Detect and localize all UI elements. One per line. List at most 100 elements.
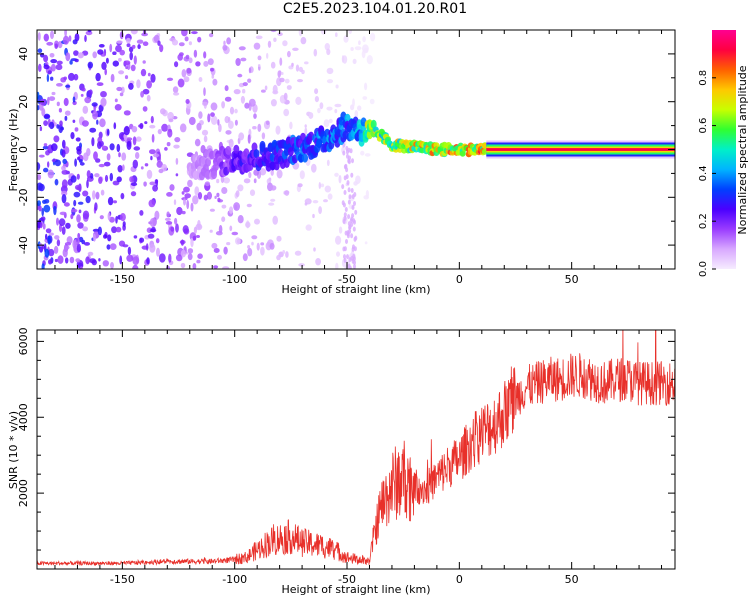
spectrogram-noise-blob xyxy=(64,245,70,250)
spectrogram-noise-blob xyxy=(180,262,186,269)
spectrogram-noise-blob xyxy=(211,242,218,249)
spectrogram-noise-blob xyxy=(168,128,172,133)
spectrogram-noise-blob xyxy=(113,122,117,130)
spectrogram-y-tick-label: 0 xyxy=(17,146,30,153)
spectrogram-noise-blob xyxy=(196,122,202,131)
spectrogram-noise-blob xyxy=(251,241,254,246)
spectrogram-noise-blob xyxy=(149,243,156,253)
spectrogram-noise-blob xyxy=(242,88,246,94)
spectrogram-noise-blob xyxy=(164,217,171,221)
spectrogram-noise-blob xyxy=(260,246,265,256)
spectrogram-noise-blob xyxy=(222,266,230,269)
spectrogram-noise-blob xyxy=(99,118,106,128)
spectrogram-x-tick-label: -100 xyxy=(222,273,247,286)
spectrogram-x-tick-label: 50 xyxy=(565,273,579,286)
spectrogram-noise-blob xyxy=(343,35,349,43)
spectrogram-noise-blob xyxy=(72,119,76,124)
spectrogram-noise-blob xyxy=(40,216,46,222)
chart-title: C2E5.2023.104.01.20.R01 xyxy=(282,1,468,17)
spectrogram-noise-blob xyxy=(56,83,63,87)
spectrogram-noise-blob xyxy=(140,68,147,77)
spectrogram-noise-blob xyxy=(314,88,319,95)
spectrogram-noise-blob xyxy=(345,174,349,180)
spectrogram-noise-blob xyxy=(166,192,173,197)
spectrogram-noise-blob xyxy=(95,72,101,82)
spectrogram-noise-blob xyxy=(247,78,252,83)
spectrogram-noise-blob xyxy=(244,102,250,109)
spectrogram-noise-blob xyxy=(345,239,348,244)
spectrogram-noise-blob xyxy=(96,119,99,125)
colorbar: 0.0 0.2 0.4 0.6 0.8 Normalized spectral ampl… xyxy=(698,30,749,277)
spectrogram-noise-blob xyxy=(347,199,351,205)
spectrogram-noise-blob xyxy=(98,258,101,262)
spectrogram-noise-blob xyxy=(114,104,122,111)
spectrogram-ridge-point xyxy=(225,145,232,155)
spectrogram-noise-blob xyxy=(94,173,100,178)
spectrogram-noise-blob xyxy=(60,126,64,131)
spectrogram-noise-blob xyxy=(126,141,132,150)
spectrogram-noise-blob xyxy=(313,247,316,252)
spectrogram-noise-blob xyxy=(187,179,193,188)
spectrogram-noise-blob xyxy=(323,119,330,128)
spectrogram-noise-blob xyxy=(228,120,234,129)
spectrogram-noise-blob xyxy=(63,202,70,207)
spectrogram-noise-blob xyxy=(127,246,132,256)
spectrogram-noise-blob xyxy=(341,184,345,190)
spectrogram-noise-blob xyxy=(58,218,66,227)
spectrogram-noise-blob xyxy=(96,82,104,86)
spectrogram-noise-blob xyxy=(185,54,190,60)
spectrogram-noise-blob xyxy=(350,255,354,261)
spectrogram-noise-blob xyxy=(63,97,69,107)
spectrogram-noise-blob xyxy=(64,242,72,246)
spectrogram-noise-blob xyxy=(49,121,55,130)
spectrogram-noise-blob xyxy=(184,193,191,199)
spectrogram-noise-blob xyxy=(299,170,305,180)
spectrogram-noise-blob xyxy=(123,110,131,116)
spectrogram-noise-blob xyxy=(196,235,200,238)
spectrogram-noise-blob xyxy=(317,107,321,114)
spectrogram-noise-blob xyxy=(347,159,351,165)
spectrogram-noise-blob xyxy=(47,70,52,75)
spectrogram-noise-blob xyxy=(217,197,221,203)
spectrogram-noise-blob xyxy=(203,194,208,201)
spectrogram-noise-blob xyxy=(318,206,322,215)
spectrogram-noise-blob xyxy=(146,80,153,89)
spectrogram-noise-blob xyxy=(64,115,68,121)
spectrogram-noise-blob xyxy=(350,233,354,239)
spectrogram-noise-blob xyxy=(82,105,89,114)
spectrogram-noise-blob xyxy=(139,237,145,243)
spectrogram-noise-blob xyxy=(247,247,253,257)
spectrogram-noise-blob xyxy=(157,129,162,135)
spectrogram-noise-blob xyxy=(43,54,49,63)
spectrogram-noise-blob xyxy=(210,115,218,126)
spectrogram-noise-blob xyxy=(150,115,154,124)
spectrogram-noise-blob xyxy=(352,244,355,250)
spectrogram-noise-blob xyxy=(193,226,197,234)
spectrogram-noise-blob xyxy=(360,150,365,156)
spectrogram-noise-blob xyxy=(342,219,346,224)
spectrogram-noise-blob xyxy=(237,184,244,192)
spectrogram-noise-blob xyxy=(50,30,54,40)
spectrogram-noise-blob xyxy=(53,245,59,254)
spectrogram-noise-blob xyxy=(364,82,368,91)
spectrogram-noise-blob xyxy=(82,210,90,220)
spectrogram-noise-blob xyxy=(176,206,183,216)
spectrogram-noise-blob xyxy=(155,238,160,244)
spectrogram-noise-blob xyxy=(348,265,352,269)
spectrogram-noise-blob xyxy=(213,248,220,253)
spectrogram-noise-blob xyxy=(334,103,342,108)
spectrogram-noise-blob xyxy=(167,111,175,121)
spectrogram-noise-blob xyxy=(65,257,69,264)
spectrogram-noise-blob xyxy=(350,172,354,178)
spectrogram-noise-blob xyxy=(222,44,228,51)
spectrogram-noise-blob xyxy=(109,243,117,251)
spectrogram-noise-blob xyxy=(111,226,117,234)
spectrogram-noise-blob xyxy=(221,204,227,209)
spectrogram-noise-blob xyxy=(298,66,303,72)
spectrogram-noise-blob xyxy=(110,262,114,269)
spectrogram-noise-blob xyxy=(362,36,366,43)
spectrogram-noise-blob xyxy=(46,41,54,46)
spectrogram-ridge-point xyxy=(253,149,260,159)
spectrogram-noise-blob xyxy=(257,123,262,132)
spectrogram-noise-blob xyxy=(37,174,42,181)
